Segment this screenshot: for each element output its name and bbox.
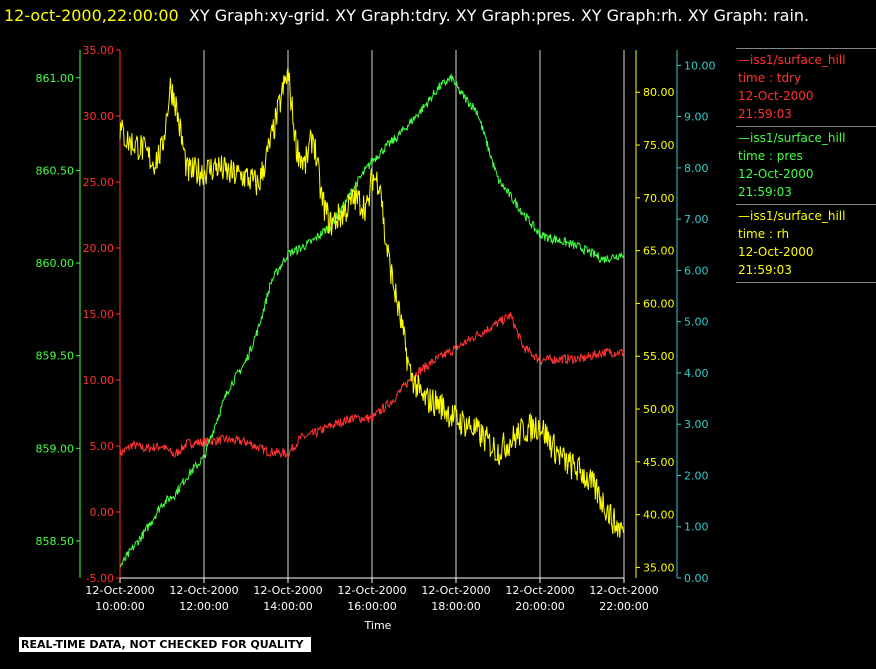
tdry-tick-label: 20.00 (83, 242, 115, 255)
legend-text: 12-Oct-2000 (738, 167, 814, 181)
rh-tick-label: 50.00 (643, 403, 675, 416)
rh-tick-label: 60.00 (643, 297, 675, 310)
rain-tick-label: 1.00 (684, 521, 709, 534)
x-tick-date: 12-Oct-2000 (505, 584, 574, 597)
rh-tick-label: 80.00 (643, 86, 675, 99)
x-tick-time: 16:00:00 (347, 600, 396, 613)
series-line-rh (119, 67, 625, 539)
rh-tick-label: 65.00 (643, 245, 675, 258)
x-tick-date: 12-Oct-2000 (421, 584, 490, 597)
x-tick-time: 22:00:00 (599, 600, 648, 613)
rh-tick-label: 40.00 (643, 509, 675, 522)
legend-text: 12-Oct-2000 (738, 245, 814, 259)
legend-text: time : pres (738, 149, 803, 163)
series-line-tdry (119, 312, 625, 459)
x-tick-date: 12-Oct-2000 (169, 584, 238, 597)
pres-tick-label: 858.50 (36, 535, 75, 548)
legend-text: —iss1/surface_hill (738, 131, 846, 145)
rain-tick-label: 10.00 (684, 59, 716, 72)
chart-title: 12-oct-2000,22:00:00 XY Graph:xy-grid. X… (4, 3, 864, 29)
pres-tick-label: 859.00 (36, 442, 75, 455)
legend-text: 21:59:03 (738, 107, 792, 121)
rh-tick-label: 75.00 (643, 139, 675, 152)
rain-tick-label: 9.00 (684, 111, 709, 124)
x-tick-date: 12-Oct-2000 (253, 584, 322, 597)
tdry-tick-label: 10.00 (83, 374, 115, 387)
rain-tick-label: 0.00 (684, 572, 709, 585)
legend-text: time : rh (738, 227, 790, 241)
legend-text: —iss1/surface_hill (738, 53, 846, 67)
rh-tick-label: 55.00 (643, 350, 675, 363)
x-tick-time: 12:00:00 (179, 600, 228, 613)
x-axis-label: Time (364, 619, 392, 632)
title-timestamp: 12-oct-2000,22:00:00 (4, 6, 179, 25)
x-tick-time: 18:00:00 (431, 600, 480, 613)
pres-tick-label: 860.00 (36, 257, 75, 270)
rain-tick-label: 3.00 (684, 418, 709, 431)
x-tick-time: 20:00:00 (515, 600, 564, 613)
x-tick-time: 14:00:00 (263, 600, 312, 613)
rain-tick-label: 7.00 (684, 213, 709, 226)
rh-tick-label: 70.00 (643, 192, 675, 205)
legend-text: 12-Oct-2000 (738, 89, 814, 103)
legend-text: —iss1/surface_hill (738, 209, 846, 223)
rain-tick-label: 5.00 (684, 316, 709, 329)
legend-text: 21:59:03 (738, 185, 792, 199)
x-tick-time: 10:00:00 (95, 600, 144, 613)
tdry-tick-label: 35.00 (83, 44, 115, 57)
pres-tick-label: 860.50 (36, 164, 75, 177)
rh-tick-label: 45.00 (643, 456, 675, 469)
title-graph-list: XY Graph:xy-grid. XY Graph:tdry. XY Grap… (188, 6, 810, 25)
legend-text: 21:59:03 (738, 263, 792, 277)
rain-tick-label: 4.00 (684, 367, 709, 380)
quality-disclaimer: REAL-TIME DATA, NOT CHECKED FOR QUALITY (19, 637, 312, 652)
tdry-tick-label: 30.00 (83, 110, 115, 123)
tdry-tick-label: 25.00 (83, 176, 115, 189)
x-tick-date: 12-Oct-2000 (337, 584, 406, 597)
rain-tick-label: 6.00 (684, 264, 709, 277)
tdry-tick-label: 0.00 (90, 506, 115, 519)
pres-tick-label: 861.00 (36, 72, 75, 85)
x-tick-date: 12-Oct-2000 (589, 584, 658, 597)
pres-tick-label: 859.50 (36, 350, 75, 363)
legend-text: time : tdry (738, 71, 802, 85)
rh-tick-label: 35.00 (643, 561, 675, 574)
tdry-tick-label: -5.00 (86, 572, 114, 585)
legend: —iss1/surface_hill time : tdry 12-Oct-2000… (736, 48, 876, 283)
tdry-tick-label: 5.00 (90, 440, 115, 453)
rain-tick-label: 2.00 (684, 469, 709, 482)
rain-tick-label: 8.00 (684, 162, 709, 175)
tdry-tick-label: 15.00 (83, 308, 115, 321)
x-tick-date: 12-Oct-2000 (85, 584, 154, 597)
series-line-pres (119, 73, 625, 568)
